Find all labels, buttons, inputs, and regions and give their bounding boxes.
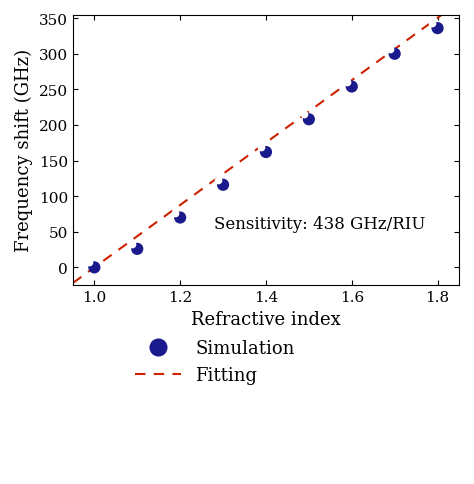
Y-axis label: Frequency shift (GHz): Frequency shift (GHz) <box>15 49 33 252</box>
Point <box>434 25 441 33</box>
Point <box>428 20 436 28</box>
Legend: Simulation, Fitting: Simulation, Fitting <box>128 333 301 392</box>
Point <box>214 177 222 184</box>
Point <box>91 264 98 272</box>
Text: Sensitivity: 438 GHz/RIU: Sensitivity: 438 GHz/RIU <box>214 216 426 233</box>
Point <box>257 144 264 151</box>
Point <box>219 182 227 189</box>
Point <box>171 209 179 217</box>
Point <box>128 241 136 248</box>
Point <box>134 245 141 253</box>
Point <box>300 111 308 119</box>
Point <box>386 46 393 54</box>
Point <box>391 51 399 59</box>
X-axis label: Refractive index: Refractive index <box>191 310 341 328</box>
Point <box>305 116 313 124</box>
Point <box>176 214 184 222</box>
Point <box>85 259 93 267</box>
Point <box>348 83 356 91</box>
Point <box>262 149 270 156</box>
Point <box>343 78 350 86</box>
